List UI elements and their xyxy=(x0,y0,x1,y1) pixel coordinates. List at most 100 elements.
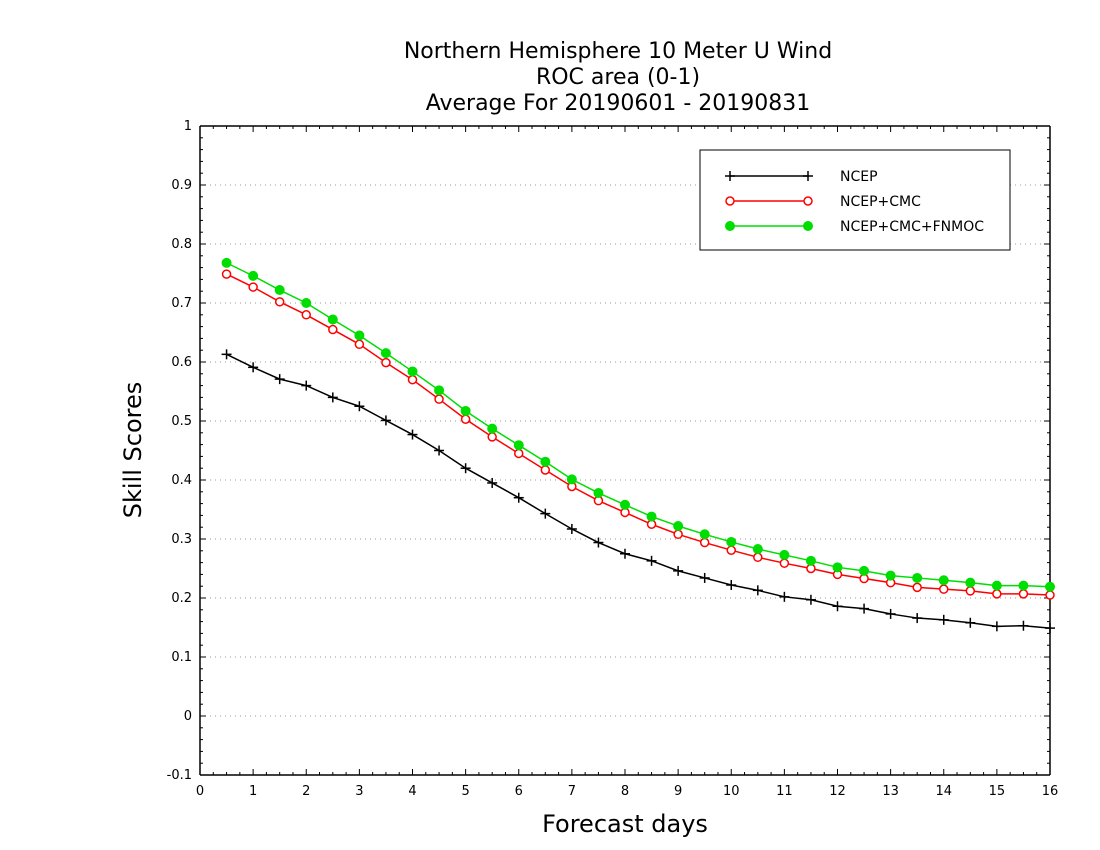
data-point xyxy=(673,565,684,576)
data-point xyxy=(1018,620,1029,631)
ticks: 0 1 2 3 4 5 6 7 8 9 10 11 12 13 14 15 16-0.100.10.20.30.… xyxy=(167,119,1059,799)
data-point xyxy=(1045,590,1055,600)
data-point xyxy=(301,298,312,308)
data-point xyxy=(434,394,444,404)
x-tick-label: 6 xyxy=(515,784,523,799)
data-point xyxy=(965,617,976,628)
series-ncep-cmc-fnmoc xyxy=(221,257,1055,592)
series-ncep-cmc xyxy=(221,269,1055,600)
data-point xyxy=(460,463,471,474)
data-point xyxy=(859,565,870,576)
data-point xyxy=(912,582,922,593)
data-point xyxy=(540,465,551,475)
data-point xyxy=(912,572,923,583)
chart-title: Northern Hemisphere 10 Meter U Wind xyxy=(404,39,832,64)
data-point xyxy=(726,536,737,547)
data-point xyxy=(726,545,736,555)
y-tick-label: 0.6 xyxy=(171,355,192,370)
data-point xyxy=(803,196,813,206)
data-point xyxy=(779,558,790,568)
data-point xyxy=(460,405,471,416)
data-point xyxy=(1045,623,1055,634)
data-point xyxy=(699,529,710,540)
data-point xyxy=(832,562,843,573)
data-point xyxy=(274,374,285,385)
data-point xyxy=(354,401,365,412)
data-point xyxy=(514,448,524,459)
legend-label: NCEP xyxy=(840,169,878,185)
x-tick-label: 10 xyxy=(723,784,740,799)
y-tick-label: 0.2 xyxy=(171,591,192,606)
data-point xyxy=(487,477,498,488)
data-point xyxy=(381,357,391,368)
x-tick-label: 5 xyxy=(461,784,469,799)
y-tick-label: 0.5 xyxy=(171,414,192,429)
data-point xyxy=(221,349,232,360)
y-tick-label: 0.4 xyxy=(171,473,192,488)
chart-subtitle-2: Average For 20190601 - 20190831 xyxy=(426,91,811,116)
data-point xyxy=(434,385,445,396)
data-point xyxy=(752,544,763,555)
y-axis-label: Skill Scores xyxy=(119,382,147,519)
data-point xyxy=(540,508,551,519)
data-point xyxy=(725,171,735,181)
x-tick-label: 9 xyxy=(674,784,682,799)
data-point xyxy=(327,392,338,403)
data-point xyxy=(301,310,311,320)
x-tick-label: 2 xyxy=(302,784,310,799)
y-tick-label: 0 xyxy=(184,709,192,724)
x-tick-label: 14 xyxy=(935,784,952,799)
data-point xyxy=(965,586,976,596)
x-tick-label: 1 xyxy=(249,784,257,799)
data-point xyxy=(380,415,391,426)
data-point xyxy=(460,414,471,424)
data-point xyxy=(407,366,418,377)
data-point xyxy=(513,440,524,451)
data-point xyxy=(992,589,1002,599)
data-point xyxy=(593,487,604,498)
data-point xyxy=(859,603,870,614)
data-point xyxy=(885,608,896,619)
data-point xyxy=(752,585,763,596)
data-point xyxy=(274,285,285,296)
y-tick-label: -0.1 xyxy=(167,768,192,783)
series-layer xyxy=(221,257,1055,634)
data-point xyxy=(726,580,737,591)
data-point xyxy=(301,380,312,391)
data-point xyxy=(805,594,816,605)
data-point xyxy=(620,499,630,510)
data-point xyxy=(354,339,365,350)
data-point xyxy=(938,614,949,625)
data-point xyxy=(699,572,710,583)
x-axis-label: Forecast days xyxy=(542,810,708,838)
legend: NCEP NCEP+CMC NCEP+CMC+FNMOC xyxy=(699,149,1011,251)
data-point xyxy=(593,537,604,548)
legend-label: NCEP+CMC xyxy=(840,194,921,210)
data-point xyxy=(673,521,684,532)
data-point xyxy=(434,445,445,456)
data-point xyxy=(939,584,949,594)
y-tick-label: 1 xyxy=(184,119,192,134)
data-point xyxy=(620,548,630,559)
legend-entry: NCEP+CMC+FNMOC xyxy=(725,219,984,235)
data-point xyxy=(832,601,843,612)
x-tick-label: 7 xyxy=(568,784,576,799)
data-point xyxy=(753,552,763,563)
data-point xyxy=(407,374,418,385)
data-point xyxy=(673,529,683,540)
data-point xyxy=(487,423,498,434)
data-point xyxy=(991,580,1002,591)
data-point xyxy=(327,314,338,325)
y-tick-label: 0.1 xyxy=(171,650,192,665)
data-point xyxy=(965,577,976,588)
data-point xyxy=(328,324,338,335)
data-point xyxy=(248,282,258,292)
data-point xyxy=(407,429,418,440)
data-point xyxy=(248,362,259,373)
x-tick-label: 3 xyxy=(355,784,363,799)
data-point xyxy=(566,523,577,534)
legend-entry: NCEP+CMC xyxy=(725,194,921,210)
y-tick-label: 0.3 xyxy=(171,532,192,547)
